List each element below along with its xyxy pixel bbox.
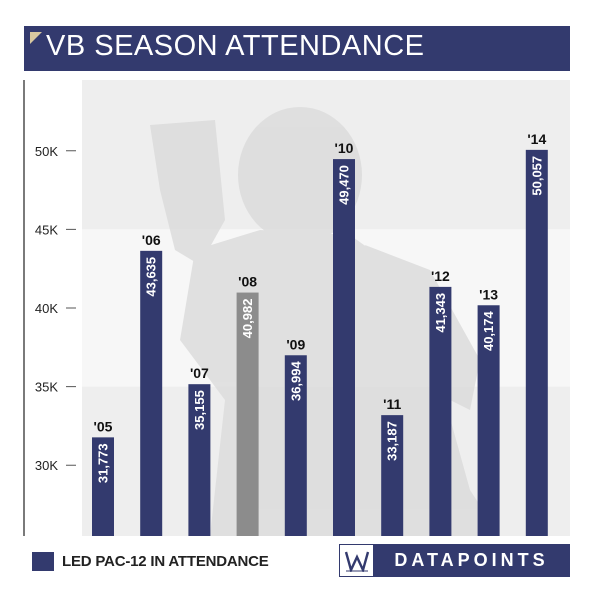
y-tick-label: 50K bbox=[35, 144, 58, 159]
legend-swatch bbox=[32, 551, 54, 571]
y-tick-label: 40K bbox=[35, 301, 58, 316]
y-tick-label: 30K bbox=[35, 458, 58, 473]
bar bbox=[429, 286, 452, 536]
bar-category-label: '07 bbox=[190, 365, 209, 381]
y-tick-label: 45K bbox=[35, 222, 58, 237]
bar-category-label: '14 bbox=[527, 131, 546, 147]
bar-value-label: 36,994 bbox=[288, 361, 303, 402]
bar bbox=[284, 355, 307, 536]
bar-value-label: 49,470 bbox=[337, 165, 352, 205]
logo-w-icon bbox=[340, 545, 374, 576]
bar-category-label: '12 bbox=[431, 268, 450, 284]
legend: LED PAC-12 IN ATTENDANCE bbox=[32, 549, 269, 573]
bar-value-label: 50,057 bbox=[529, 156, 544, 196]
bar-category-label: '09 bbox=[286, 336, 305, 352]
bar-category-label: '05 bbox=[94, 418, 113, 434]
chart-title: VB SEASON ATTENDANCE bbox=[46, 30, 425, 62]
bar bbox=[381, 415, 404, 536]
bar-value-label: 40,174 bbox=[481, 310, 496, 351]
bar-category-label: '08 bbox=[238, 274, 257, 290]
title-corner-mark bbox=[30, 32, 42, 44]
bar bbox=[188, 384, 211, 536]
bar-value-label: 41,343 bbox=[433, 293, 448, 333]
bar bbox=[477, 305, 500, 536]
bar-chart: 30K 35K 40K 45K 50K '05 31,773 '06 43,635 '07 35,1… bbox=[23, 80, 570, 536]
logo-text: DATAPOINTS bbox=[374, 545, 569, 576]
bar-value-label: 35,155 bbox=[192, 390, 207, 430]
bar bbox=[525, 149, 548, 536]
title-bar: VB SEASON ATTENDANCE bbox=[24, 26, 570, 71]
bar-category-label: '10 bbox=[335, 140, 354, 156]
bar-category-label: '06 bbox=[142, 232, 161, 248]
bar-category-label: '13 bbox=[479, 286, 498, 302]
bar-category-label: '11 bbox=[383, 396, 401, 412]
bar bbox=[333, 159, 355, 536]
legend-label: LED PAC-12 IN ATTENDANCE bbox=[62, 552, 269, 570]
datapoints-logo: DATAPOINTS bbox=[339, 544, 570, 577]
bar bbox=[236, 292, 259, 536]
bar bbox=[92, 437, 114, 536]
bar-value-label: 31,773 bbox=[96, 443, 111, 483]
bar-value-label: 40,982 bbox=[240, 299, 255, 339]
bar-value-label: 33,187 bbox=[385, 421, 400, 461]
y-tick-label: 35K bbox=[35, 380, 58, 395]
bar bbox=[140, 250, 163, 536]
bar-value-label: 43,635 bbox=[144, 257, 159, 297]
